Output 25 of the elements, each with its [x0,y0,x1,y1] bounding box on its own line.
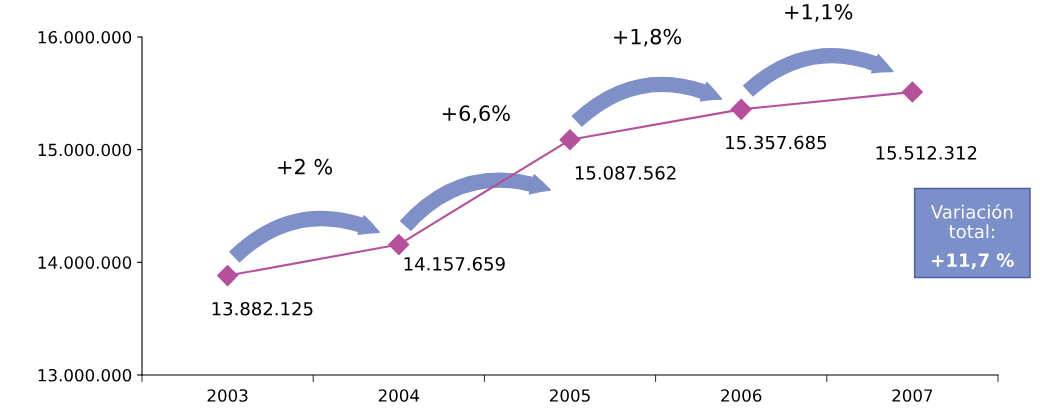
data-label: 15.357.685 [726,135,827,150]
annotation: +11,7 % [932,253,1014,270]
data-label: 15.087.562 [575,166,676,180]
x-tick-label: 2003 [207,389,248,402]
annotation: Variación total: [930,204,1013,239]
point [217,265,239,287]
point [730,98,752,120]
y-tick-label: 14.000.000 [38,256,132,269]
annotation: +6,6% [442,105,510,124]
x-tick-label: 2007 [892,389,933,402]
data-label: 14.157.659 [404,256,505,271]
point [559,129,581,151]
y-tick-label: 13.000.000 [38,368,132,382]
annotation: +1,8% [614,28,682,47]
point [388,234,410,256]
point [901,81,923,103]
data-label: 15.512.312 [876,146,977,160]
y-tick-label: 15.000.000 [38,143,132,157]
annotation: +2 % [278,158,333,175]
x-tick-label: 2004 [378,389,420,402]
data-label: 13.882.125 [212,301,313,316]
y-tick-label: 16.000.000 [38,30,132,44]
x-tick-label: 2006 [721,389,762,402]
x-tick-label: 2005 [550,389,590,402]
text: +1,1% [785,3,853,22]
